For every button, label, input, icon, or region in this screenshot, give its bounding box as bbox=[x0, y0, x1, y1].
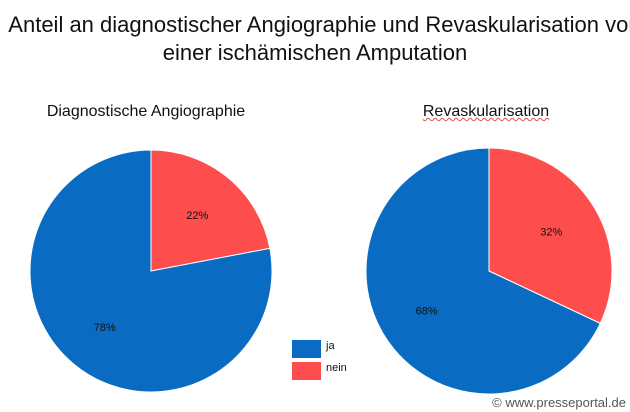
pie1-label-ja: 78% bbox=[94, 322, 116, 334]
watermark: © www.presseportal.de bbox=[492, 395, 626, 410]
legend-label-ja: ja bbox=[326, 340, 335, 352]
pie2-label-nein: 32% bbox=[540, 226, 562, 238]
pie2-slice-nein bbox=[488, 147, 613, 325]
pie1-title: Diagnostische Angiographie bbox=[46, 103, 246, 120]
legend-swatch-ja bbox=[292, 340, 321, 358]
pie2-label-ja: 68% bbox=[416, 306, 438, 318]
pie2-title: Revaskularisation bbox=[422, 103, 550, 120]
legend-label-nein: nein bbox=[326, 362, 347, 374]
pie1-slice-ja bbox=[29, 149, 273, 393]
chart-title-line1: Anteil an diagnostischer Angiographie un… bbox=[8, 12, 630, 37]
pie1-label-nein: 22% bbox=[186, 210, 208, 222]
pie2-slice-ja bbox=[365, 147, 601, 395]
chart-title-line2: einer ischämischen Amputation bbox=[162, 40, 468, 65]
pie1-slice-nein bbox=[150, 149, 271, 272]
legend-swatch-nein bbox=[292, 362, 321, 380]
